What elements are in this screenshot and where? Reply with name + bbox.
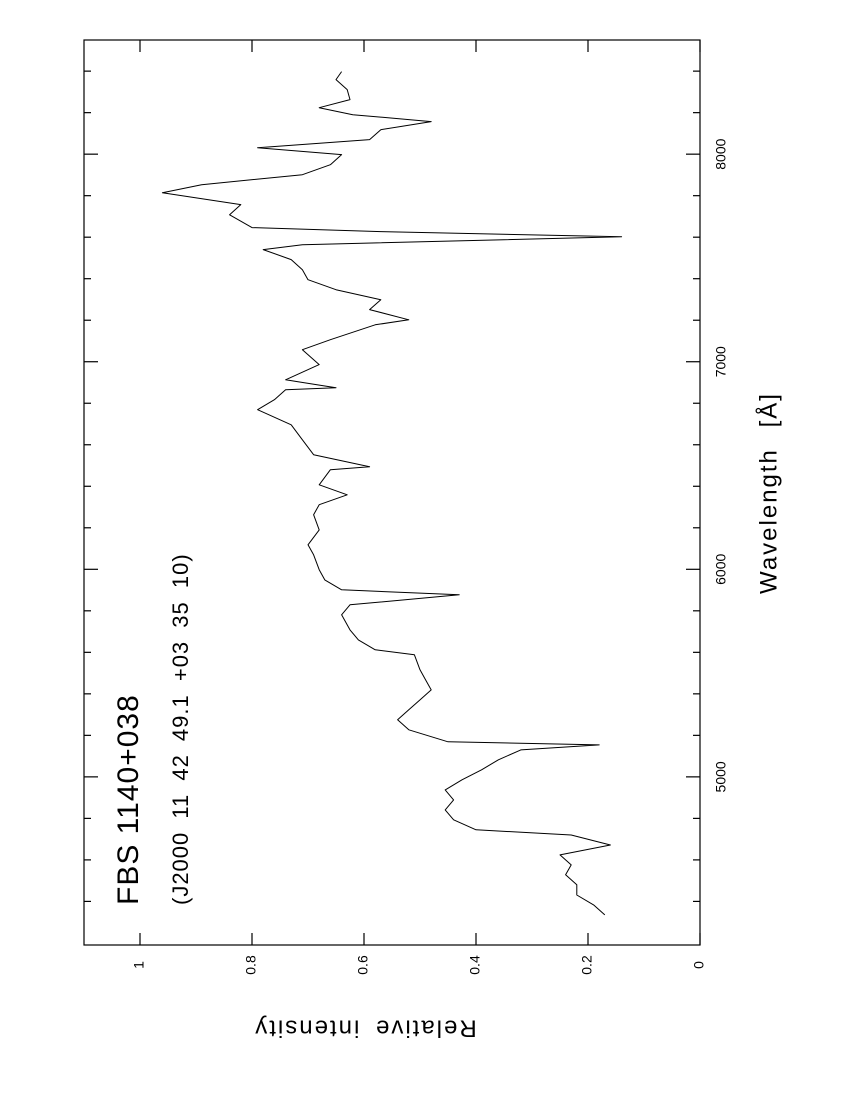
x-axis-label: Wavelength [Å] — [754, 392, 782, 594]
plot-frame — [83, 39, 701, 946]
y-tick-label: 0 — [691, 961, 707, 969]
x-tick-label: 8000 — [713, 138, 729, 169]
y-tick-label: 1 — [131, 961, 147, 969]
chart-subtitle: (J2000 11 42 49.1 +03 35 10) — [168, 553, 193, 905]
chart-title: FBS 1140+038 — [112, 694, 145, 905]
x-tick-label: 5000 — [713, 761, 729, 792]
y-tick-label: 0.6 — [355, 955, 371, 975]
spectrum-line — [161, 71, 623, 916]
y-tick-label: 0.8 — [243, 955, 259, 975]
y-axis-label: Relative intensity — [253, 1015, 476, 1042]
x-tick-label: 7000 — [713, 346, 729, 377]
x-tick-label: 6000 — [713, 554, 729, 585]
y-tick-label: 0.4 — [467, 955, 483, 975]
y-tick-label: 0.2 — [579, 955, 595, 975]
